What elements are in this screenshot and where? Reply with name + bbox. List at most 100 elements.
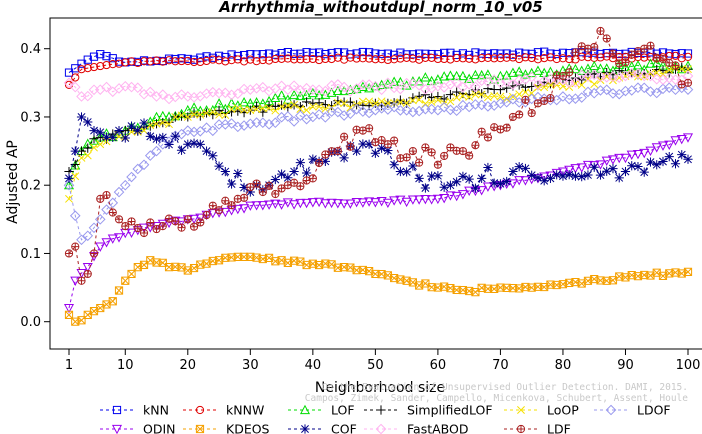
point-LoOP-70 xyxy=(496,92,505,101)
point-COF-80 xyxy=(558,171,568,181)
point-COF-63 xyxy=(452,177,462,187)
point-kNN-56 xyxy=(408,50,417,59)
point-LDF-90 xyxy=(621,58,630,67)
point-ODIN-97 xyxy=(664,140,675,151)
point-LDF-34 xyxy=(271,189,280,199)
point-COF-6 xyxy=(95,127,105,137)
point-ODIN-7 xyxy=(101,238,112,248)
point-ODIN-90 xyxy=(620,153,631,164)
point-LoOP-56 xyxy=(408,96,417,105)
point-LoOP-39 xyxy=(302,106,311,115)
point-COF-88 xyxy=(608,164,618,174)
point-FastABOD-83 xyxy=(576,69,588,81)
x-tick-label-60: 60 xyxy=(430,358,447,373)
point-LOF-35 xyxy=(276,89,287,100)
point-COF-51 xyxy=(377,143,387,153)
point-kNN-79 xyxy=(552,49,561,59)
point-kNN-64 xyxy=(458,49,468,58)
point-FastABOD-56 xyxy=(407,78,419,89)
point-LOF-63 xyxy=(451,70,462,81)
point-COF-65 xyxy=(464,174,474,184)
point-LDOF-42 xyxy=(320,112,331,123)
point-LDF-8 xyxy=(108,208,117,217)
point-LDOF-56 xyxy=(407,106,419,118)
point-LDOF-34 xyxy=(270,117,281,129)
point-ODIN-21 xyxy=(189,214,200,225)
point-LoOP-71 xyxy=(502,94,511,103)
point-COF-94 xyxy=(645,157,656,167)
point-ODIN-51 xyxy=(376,197,387,207)
point-FastABOD-30 xyxy=(245,84,256,95)
point-FastABOD-12 xyxy=(132,82,144,94)
point-COF-27 xyxy=(226,179,237,189)
point-LDOF-87 xyxy=(601,84,613,96)
point-LDOF-94 xyxy=(645,86,656,97)
point-COF-84 xyxy=(583,170,593,180)
point-ODIN-98 xyxy=(670,136,681,146)
point-LDF-20 xyxy=(183,215,192,224)
point-ODIN-96 xyxy=(657,141,669,151)
point-kNNW-70 xyxy=(496,54,505,63)
point-kNNW-86 xyxy=(596,53,605,62)
point-LDOF-46 xyxy=(345,108,356,120)
point-ODIN-92 xyxy=(632,149,644,160)
point-FastABOD-82 xyxy=(570,76,581,88)
series-FastABOD xyxy=(63,68,694,105)
x-tick-label-40: 40 xyxy=(305,358,322,373)
point-kNNW-64 xyxy=(458,54,468,63)
point-ODIN-39 xyxy=(301,198,312,209)
point-LoOP-35 xyxy=(277,102,286,111)
point-kNNW-77 xyxy=(540,54,549,63)
point-ODIN-94 xyxy=(645,146,656,157)
legend-item-kNN: kNN xyxy=(100,403,169,418)
point-FastABOD-10 xyxy=(119,80,131,92)
point-FastABOD-67 xyxy=(476,75,487,87)
point-kNNW-33 xyxy=(264,56,274,65)
point-LoOP-67 xyxy=(477,90,486,99)
point-kNNW-37 xyxy=(289,55,299,64)
point-LDF-96 xyxy=(658,54,668,64)
point-LDOF-37 xyxy=(288,116,300,127)
series-line-LOF xyxy=(68,62,689,186)
legend-item-FastABOD: FastABOD xyxy=(364,422,469,434)
point-LoOP-28 xyxy=(233,104,242,113)
point-kNNW-9 xyxy=(114,59,124,68)
point-LoOP-15 xyxy=(152,119,161,128)
point-LDOF-100 xyxy=(682,84,694,95)
point-LDOF-1 xyxy=(63,179,75,191)
point-LoOP-19 xyxy=(177,111,186,120)
point-COF-83 xyxy=(577,172,587,182)
legend-marker-KDEOS xyxy=(195,424,205,434)
point-ODIN-28 xyxy=(232,204,243,215)
point-kNN-90 xyxy=(621,49,630,58)
point-kNNW-10 xyxy=(121,58,130,67)
point-LoOP-96 xyxy=(659,70,667,78)
point-LDF-19 xyxy=(177,223,186,232)
point-FastABOD-66 xyxy=(470,81,481,93)
point-COF-86 xyxy=(595,170,606,180)
series-KDEOS xyxy=(64,252,693,326)
point-FastABOD-9 xyxy=(113,83,125,94)
point-kNN-60 xyxy=(433,50,442,59)
point-LOF-53 xyxy=(389,76,400,86)
point-LDF-33 xyxy=(264,181,274,190)
point-LDOF-98 xyxy=(670,84,681,96)
point-LoOP-3 xyxy=(77,153,86,162)
point-kNNW-5 xyxy=(89,62,99,72)
point-FastABOD-21 xyxy=(188,92,200,103)
point-ODIN-50 xyxy=(370,198,381,208)
point-ODIN-31 xyxy=(251,201,262,211)
point-FastABOD-32 xyxy=(257,81,269,93)
point-kNN-65 xyxy=(465,50,474,60)
point-LDF-9 xyxy=(114,215,124,224)
point-FastABOD-96 xyxy=(657,74,669,85)
point-LDF-2 xyxy=(71,242,80,251)
point-KDEOS-10 xyxy=(121,276,130,285)
point-LoOP-5 xyxy=(90,143,98,152)
point-ODIN-45 xyxy=(339,199,350,209)
data-layer xyxy=(63,26,694,326)
legend-marker-SimplifiedLOF xyxy=(376,405,386,415)
point-ODIN-87 xyxy=(601,156,612,166)
point-kNN-30 xyxy=(246,50,255,59)
